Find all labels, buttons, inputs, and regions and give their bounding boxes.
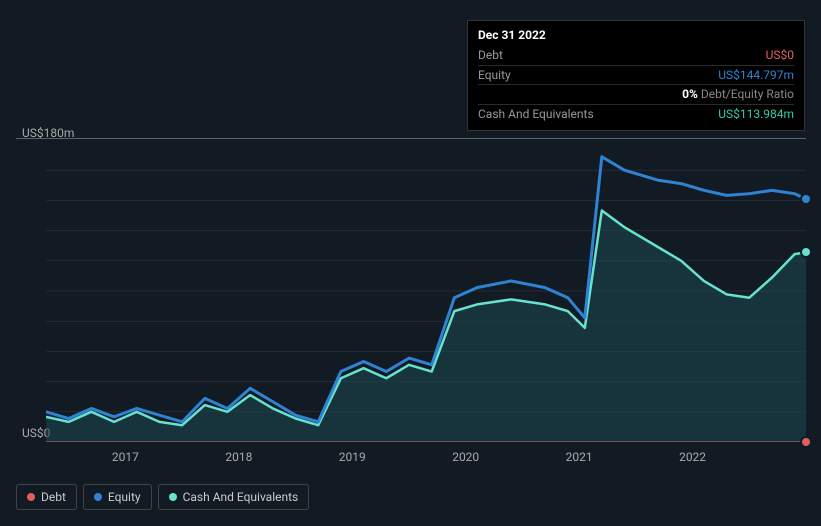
chart-tooltip: Dec 31 2022 Debt US$0 Equity US$144.797m 0% … xyxy=(467,20,805,131)
tooltip-row-label: Cash And Equivalents xyxy=(478,106,594,123)
legend-label: Cash And Equivalents xyxy=(183,490,299,504)
chart-svg xyxy=(46,140,806,442)
x-axis-label: 2020 xyxy=(452,450,479,464)
tooltip-row-value: US$144.797m xyxy=(718,67,794,84)
tooltip-rows: Debt US$0 Equity US$144.797m 0% Debt/Equity … xyxy=(478,46,794,124)
tooltip-row: Equity US$144.797m xyxy=(478,66,794,86)
legend-label: Debt xyxy=(41,490,66,504)
series-end-marker-debt xyxy=(800,436,812,448)
chart-plot-area xyxy=(46,140,806,442)
tooltip-row: Debt US$0 xyxy=(478,46,794,66)
chart-top-border xyxy=(16,138,806,139)
legend-item-debt[interactable]: Debt xyxy=(16,484,77,510)
legend-dot-icon xyxy=(27,493,35,501)
tooltip-row-label: Equity xyxy=(478,67,511,84)
tooltip-row-value: 0% Debt/Equity Ratio xyxy=(682,86,794,103)
legend-dot-icon xyxy=(169,493,177,501)
x-axis-label: 2019 xyxy=(339,450,366,464)
chart-legend: Debt Equity Cash And Equivalents xyxy=(16,484,309,510)
legend-item-cash-and-equivalents[interactable]: Cash And Equivalents xyxy=(158,484,310,510)
tooltip-row-value: US$0 xyxy=(766,47,794,64)
x-axis-label: 2017 xyxy=(112,450,139,464)
series-area-cash-and-equivalents xyxy=(46,210,806,442)
series-end-marker-equity xyxy=(800,193,812,205)
x-axis-label: 2022 xyxy=(679,450,706,464)
legend-label: Equity xyxy=(108,490,141,504)
legend-dot-icon xyxy=(94,493,102,501)
tooltip-date: Dec 31 2022 xyxy=(478,27,794,44)
tooltip-row: 0% Debt/Equity Ratio xyxy=(478,85,794,105)
series-end-marker-cash-and-equivalents xyxy=(800,246,812,258)
legend-item-equity[interactable]: Equity xyxy=(83,484,152,510)
x-axis-label: 2021 xyxy=(566,450,593,464)
x-axis-label: 2018 xyxy=(225,450,252,464)
tooltip-row-value: US$113.984m xyxy=(718,106,794,123)
tooltip-row-label: Debt xyxy=(478,47,503,64)
tooltip-row: Cash And Equivalents US$113.984m xyxy=(478,105,794,124)
